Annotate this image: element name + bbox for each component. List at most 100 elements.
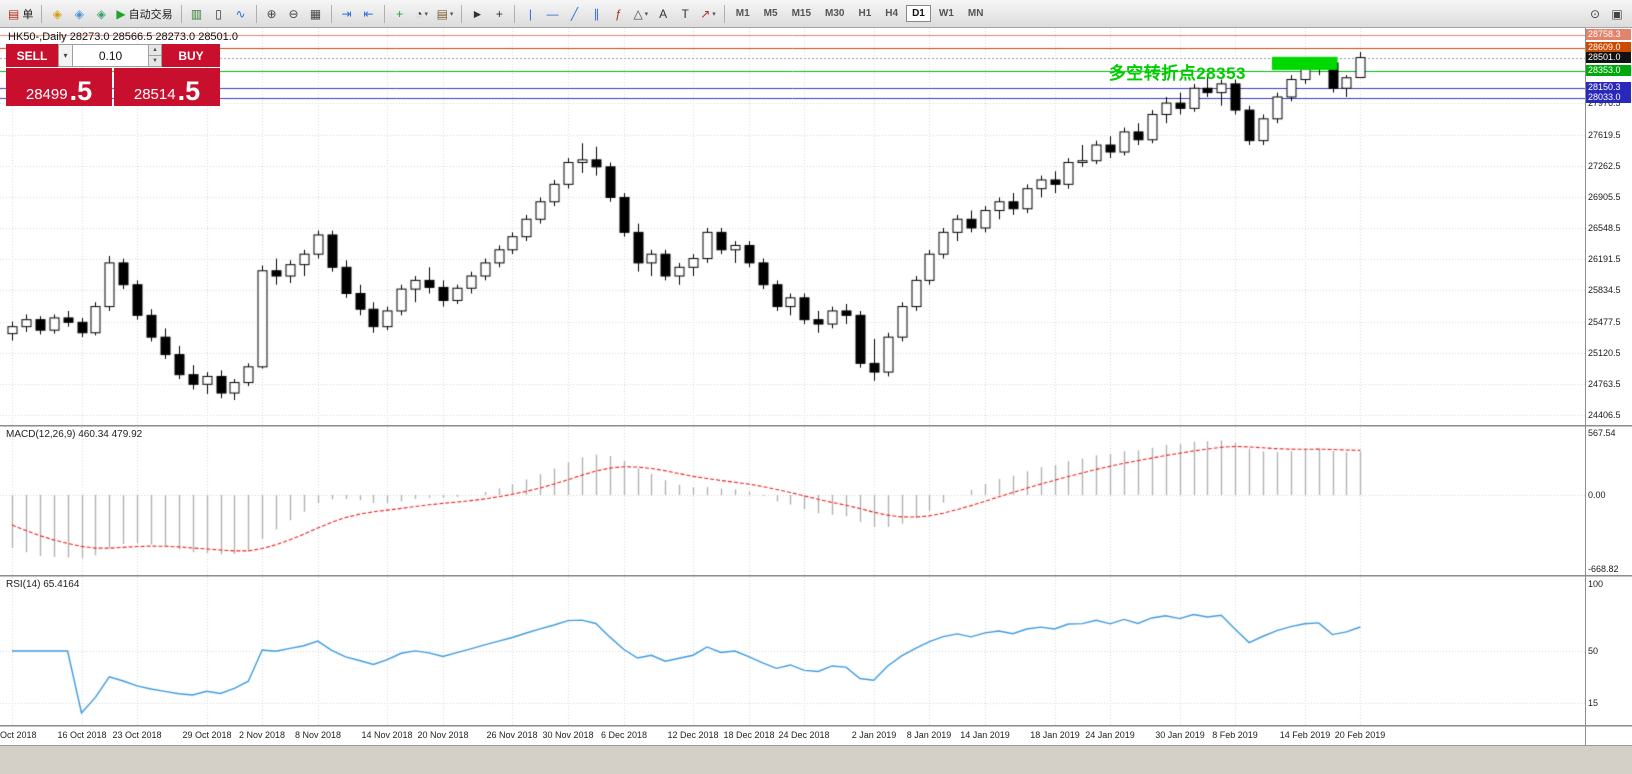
buy-price-fraction: .5: [177, 76, 201, 107]
timeframe-button-D1[interactable]: D1: [906, 5, 931, 22]
crosshair-icon[interactable]: +: [489, 4, 509, 24]
toolbar-divider: [461, 4, 463, 23]
date-label: 16 Oct 2018: [57, 730, 107, 740]
price-chart-canvas[interactable]: [0, 28, 1585, 425]
status-strip: [0, 745, 1632, 774]
date-label: 30 Nov 2018: [542, 730, 594, 740]
cursor-icon-glyph: ►: [471, 6, 484, 21]
rsi-scale-label: 50: [1588, 646, 1599, 656]
caret-down-icon: ▾: [712, 10, 716, 18]
date-label: 24 Jan 2019: [1085, 730, 1135, 740]
arrows-dropdown[interactable]: ↗ ▾: [697, 4, 719, 24]
autotrading-button-label: 自动交易: [128, 8, 173, 21]
candlestick-chart-icon[interactable]: ▯: [209, 4, 229, 24]
pane-separator[interactable]: [0, 725, 1632, 727]
timeframe-button-M1[interactable]: M1: [735, 8, 750, 19]
line-chart-icon-glyph: ∿: [235, 6, 246, 21]
autotrading-button[interactable]: ▶ 自动交易: [113, 4, 175, 24]
caret-down-icon: ▾: [449, 10, 454, 18]
chart-title: HK50-,Daily 28273.0 28566.5 28273.0 2850…: [8, 31, 238, 43]
timeframe-button-M30[interactable]: M30: [825, 8, 845, 19]
timeframe-button-H4[interactable]: H4: [885, 8, 899, 19]
price-scale-label: 25477.5: [1588, 317, 1621, 327]
data-window-icon[interactable]: ◈: [69, 4, 89, 24]
text-icon[interactable]: A: [653, 4, 673, 24]
bar-chart-icon-glyph: ▥: [190, 6, 203, 21]
navigator-icon[interactable]: ◈: [91, 4, 111, 24]
zoom-out-icon-glyph: ⊖: [288, 6, 299, 21]
periods-dropdown[interactable]: ◔ ▾: [412, 4, 432, 24]
zoom-out-icon[interactable]: ⊖: [284, 4, 304, 24]
date-label: 23 Oct 2018: [112, 730, 162, 740]
timeframe-button-W1[interactable]: W1: [938, 8, 954, 19]
shapes-dropdown-glyph: △: [633, 6, 643, 21]
text-icon-glyph: A: [659, 6, 668, 21]
price-scale[interactable]: 27976.5 27619.5 27262.5 26905.5 26548.5 26191…: [1586, 28, 1631, 745]
buy-button[interactable]: BUY: [162, 44, 220, 67]
date-axis[interactable]: 10 Oct 2018 16 Oct 2018 23 Oct 2018 29 Oct …: [0, 727, 1585, 745]
auto-scroll-icon[interactable]: ⇥: [337, 4, 357, 24]
indicators-icon[interactable]: +: [390, 4, 410, 24]
market-watch-icon[interactable]: ◈: [47, 4, 67, 24]
autotrading-button-glyph: ▶: [116, 6, 126, 21]
buy-price-button[interactable]: 28514 .5: [114, 68, 220, 106]
caret-down-icon: ▾: [424, 10, 428, 18]
shapes-dropdown[interactable]: △ ▾: [630, 4, 651, 24]
timeframe-button-M15[interactable]: M15: [791, 8, 812, 19]
chart-shift-icon[interactable]: ⇤: [359, 4, 379, 24]
bar-chart-icon[interactable]: ▥: [187, 4, 207, 24]
tile-windows-icon[interactable]: ▦: [306, 4, 326, 24]
pane-separator[interactable]: [0, 425, 1632, 427]
channel-icon-glyph: ∥: [593, 6, 600, 21]
line-chart-icon[interactable]: ∿: [231, 4, 251, 24]
text-label-icon-glyph: T: [681, 6, 689, 21]
text-label-icon[interactable]: T: [675, 4, 695, 24]
date-label: 10 Oct 2018: [0, 730, 37, 740]
vertical-line-icon[interactable]: |: [520, 4, 540, 24]
zoom-in-icon[interactable]: ⊕: [262, 4, 282, 24]
templates-dropdown[interactable]: ▤ ▾: [434, 4, 457, 24]
toolbar-divider: [180, 4, 182, 23]
tile-windows-icon-glyph: ▦: [309, 6, 322, 21]
lot-decrease-button[interactable]: ▼: [149, 55, 161, 66]
macd-scale-label: 0.00: [1588, 490, 1606, 500]
window-list-icon[interactable]: ▣: [1611, 6, 1623, 21]
timeframe-button-MN[interactable]: MN: [967, 8, 984, 19]
buy-price-main: 28514: [133, 85, 176, 103]
fibonacci-icon[interactable]: ƒ: [608, 4, 628, 24]
auto-scroll-icon-glyph: ⇥: [341, 6, 352, 21]
price-scale-label: 26548.5: [1588, 223, 1621, 233]
toolbar-right: ⊙ ▣: [1584, 4, 1628, 24]
data-window-icon-glyph: ◈: [74, 6, 84, 21]
timeframe-button-M5[interactable]: M5: [763, 8, 778, 19]
timeframe-button-H1[interactable]: H1: [858, 8, 872, 19]
toolbar-buttons: ▤ 单 ◈ ◈ ◈ ▶ 自动交易 ▥ ▯ ∿ ⊕ ⊖ ▦ ⇥ ⇤ + ◔ ▾ ▤ ▾ ► + | — ╱ ∥ ƒ △ ▾ A T ↗ ▾: [4, 4, 729, 24]
toolbar-divider: [255, 4, 257, 23]
sell-button[interactable]: SELL: [6, 44, 58, 67]
horizontal-line-icon[interactable]: —: [542, 4, 562, 24]
turning-point-annotation: 多空转折点28353: [1108, 64, 1246, 83]
chart-search-icon[interactable]: ⊙: [1589, 6, 1601, 21]
new-order-button-glyph: ▤: [8, 6, 20, 21]
rsi-pane-canvas[interactable]: [0, 577, 1585, 725]
pane-separator[interactable]: [0, 575, 1632, 577]
toolbar-divider: [723, 4, 725, 23]
price-scale-label: 26905.5: [1588, 192, 1621, 202]
channel-icon[interactable]: ∥: [586, 4, 606, 24]
hline-price-tag: 28150.3: [1586, 82, 1631, 93]
date-label: 20 Nov 2018: [417, 730, 469, 740]
trendline-icon[interactable]: ╱: [564, 4, 584, 24]
cursor-icon[interactable]: ►: [467, 4, 487, 24]
sell-price-button[interactable]: 28499 .5: [6, 68, 112, 106]
macd-pane-canvas[interactable]: [0, 427, 1585, 575]
trade-dropdown-arrow-icon[interactable]: ▾: [58, 44, 73, 67]
crosshair-icon-glyph: +: [495, 6, 503, 21]
indicators-icon-glyph: +: [396, 6, 404, 21]
lot-increase-button[interactable]: ▲: [149, 45, 161, 55]
new-order-button[interactable]: ▤ 单: [5, 4, 36, 24]
date-label: 6 Dec 2018: [600, 730, 648, 740]
lot-size-value[interactable]: 0.10: [98, 48, 123, 63]
vertical-line-icon-glyph: |: [528, 6, 532, 21]
date-label: 12 Dec 2018: [667, 730, 719, 740]
